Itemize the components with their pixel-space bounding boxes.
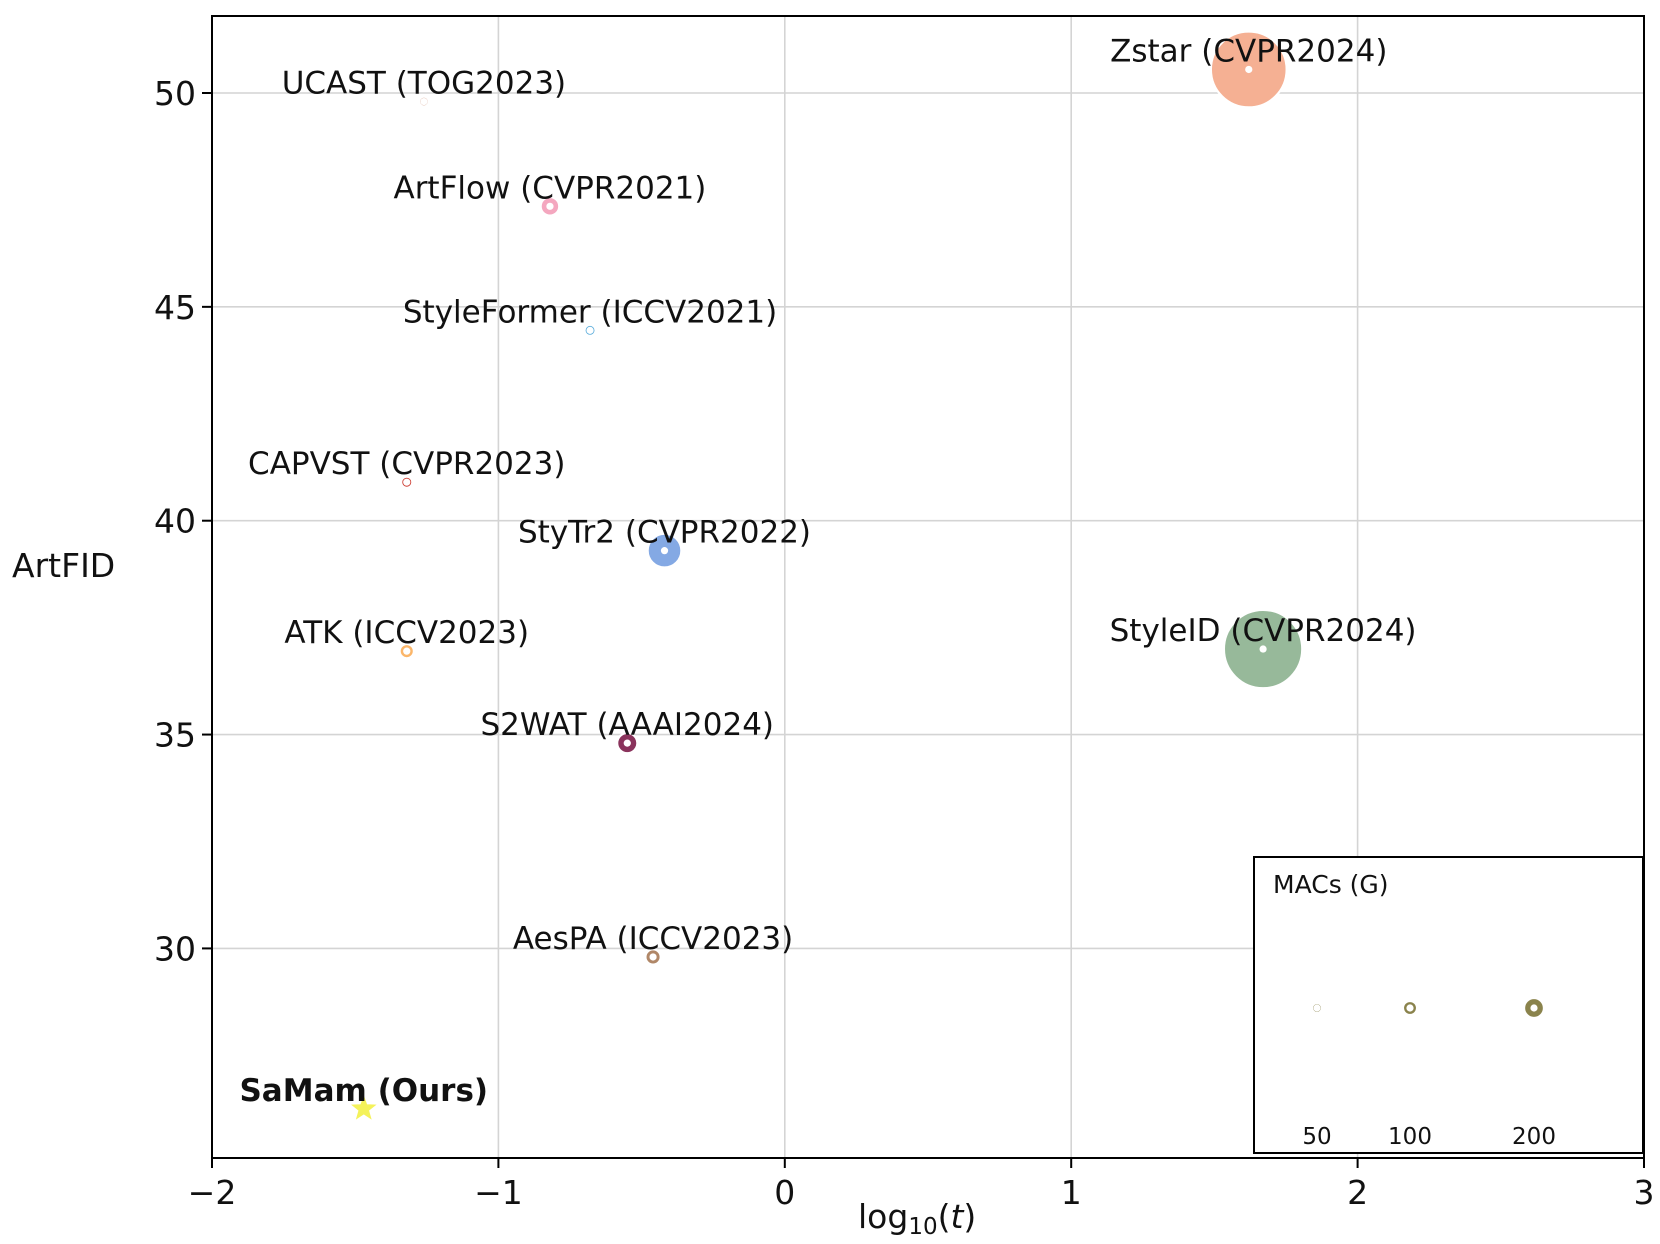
label-styleformer-iccv2021: StyleFormer (ICCV2021) [403,294,777,330]
x-tick-label: 0 [774,1173,795,1212]
x-axis-label-base: log [858,1197,908,1236]
plot-frame [211,15,1645,1159]
center-dot-zstar-cvpr2024 [1245,65,1253,74]
x-axis-label-subscript: 10 [908,1214,937,1240]
legend-size-label: 50 [1302,1124,1331,1150]
y-tick-label: 45 [154,288,196,327]
label-zstar-cvpr2024: Zstar (CVPR2024) [1110,33,1387,69]
x-axis-label: log10(t) [858,1197,976,1240]
center-dot-stytr2-cvpr2022 [660,547,669,555]
axis-ticks: −2 −1 0 1 2 3 30 35 40 45 50 [154,74,1655,1212]
bubbles-layer [351,30,1304,1120]
bubble-labels-layer: Zstar (CVPR2024) StyleID (CVPR2024) StyTr2… [239,33,1416,1108]
legend-title: MACs (G) [1273,870,1389,899]
y-tick-label: 30 [154,929,196,968]
legend-size-label: 100 [1388,1124,1432,1150]
center-dot-ucast-tog2023 [420,97,428,106]
y-axis-label: ArtFID [12,546,115,585]
label-atk-iccv2023: ATK (ICCV2023) [284,615,529,651]
center-dot-styleformer-iccv2021 [586,326,594,334]
y-tick-label: 40 [154,502,196,541]
legend-center-dot [1530,1004,1538,1012]
y-tick-label: 50 [154,74,196,113]
center-dot-capvst-cvpr2023 [403,478,411,486]
x-axis-label-variable: t [950,1197,964,1236]
center-dot-atk-iccv2023 [403,647,411,655]
star-marker [351,1095,377,1120]
label-artflow-cvpr2021: ArtFlow (CVPR2021) [393,170,706,206]
label-aespa-iccv2023: AesPA (ICCV2023) [513,921,793,957]
legend-center-dot [1313,1004,1321,1012]
legend-center-dot [1406,1004,1414,1012]
center-dot-aespa-iccv2023 [649,953,657,961]
label-styleid-cvpr2024: StyleID (CVPR2024) [1110,613,1417,649]
x-tick-label: 1 [1061,1173,1082,1212]
center-dot-artflow-cvpr2021 [546,202,554,210]
x-axis-label-open-paren: ( [938,1197,951,1236]
label-samam-ours: SaMam (Ours) [239,1073,488,1109]
center-dot-s2wat-aaai2024 [623,739,631,747]
x-tick-label: −1 [474,1173,523,1212]
x-tick-label: −2 [188,1173,237,1212]
size-legend: MACs (G) 50 100 200 [1253,856,1644,1154]
label-stytr2-cvpr2022: StyTr2 (CVPR2022) [518,515,811,551]
x-tick-label: 2 [1347,1173,1368,1212]
legend-items: 50 100 200 [1302,996,1556,1150]
label-s2wat-aaai2024: S2WAT (AAAI2024) [481,707,775,743]
grid-lines [211,16,1645,1158]
label-ucast-tog2023: UCAST (TOG2023) [282,66,566,102]
legend-size-label: 200 [1512,1124,1556,1150]
center-dot-styleid-cvpr2024 [1259,645,1267,653]
y-tick-label: 35 [154,716,196,755]
label-capvst-cvpr2023: CAPVST (CVPR2023) [248,446,565,482]
x-tick-label: 3 [1634,1173,1655,1212]
x-axis-label-close-paren: ) [963,1197,976,1236]
